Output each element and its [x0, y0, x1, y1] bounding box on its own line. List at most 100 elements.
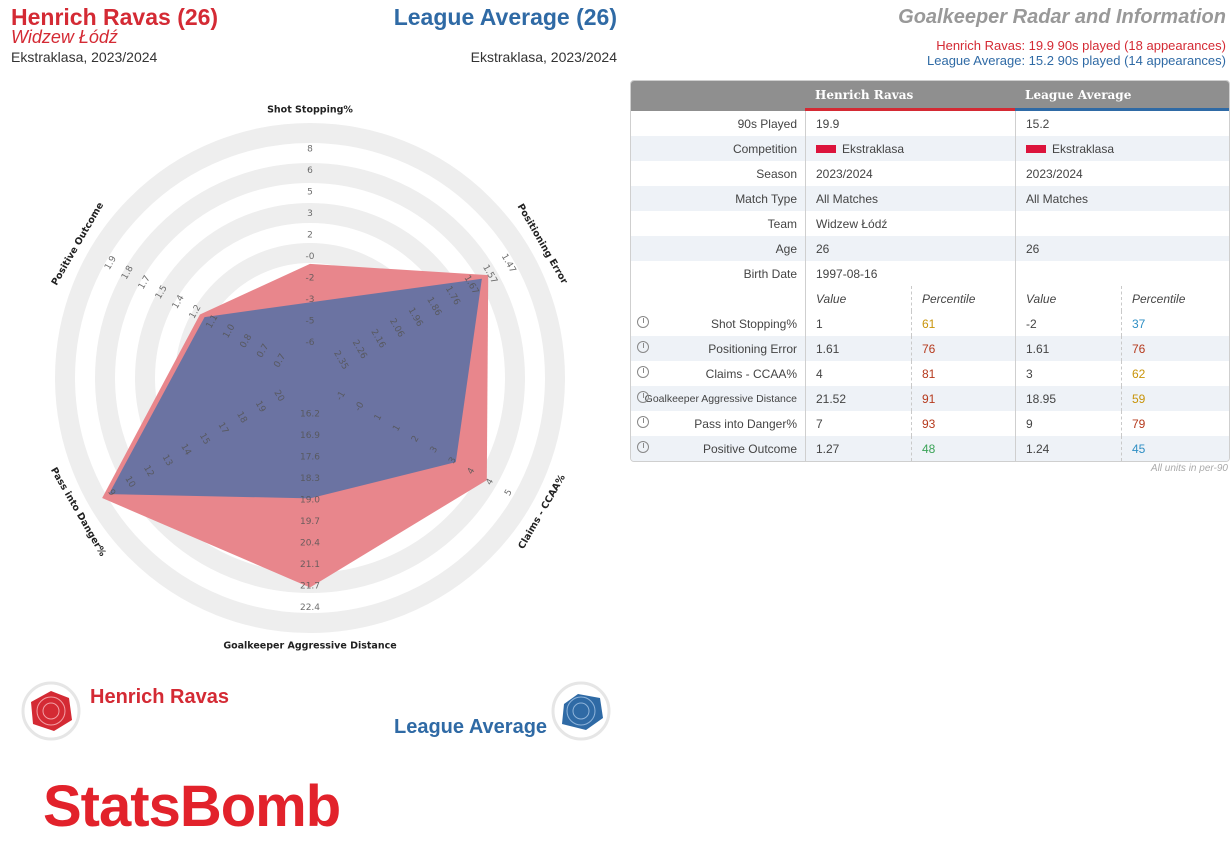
info-player-value: 19.9: [805, 111, 1015, 136]
metric-average-cell: 9 79: [1015, 411, 1229, 436]
metric-label: Positive Outcome: [631, 436, 805, 461]
info-average-value: 15.2: [1015, 111, 1229, 136]
metric-row: Claims - CCAA% 4 81 3 62: [631, 361, 1229, 386]
info-player-value: All Matches: [805, 186, 1015, 211]
radar-tick-label: 8: [307, 144, 313, 154]
player-title: Henrich Ravas (26): [11, 4, 219, 30]
metric-average-cell: 3 62: [1015, 361, 1229, 386]
radar-tick-label: 21.1: [300, 560, 320, 570]
metric-icon: [637, 366, 649, 378]
radar-tick-label: 17: [216, 421, 230, 436]
radar-tick-label: -3: [306, 295, 315, 305]
info-player-value: Ekstraklasa: [805, 136, 1015, 161]
info-player-value: Widzew Łódź: [805, 211, 1015, 236]
info-average-value: Ekstraklasa: [1015, 136, 1229, 161]
sub-percentile-average: Percentile: [1121, 286, 1216, 311]
table-subheader: Value Percentile Value Percentile: [631, 286, 1229, 311]
metric-icon: [637, 391, 649, 403]
info-label: Age: [775, 241, 797, 256]
player-played-info: Henrich Ravas: 19.9 90s played (18 appea…: [936, 38, 1226, 53]
player-legend-icon: [21, 681, 81, 741]
info-row: Team Widzew Łódź: [631, 211, 1229, 236]
info-player-value: 2023/2024: [805, 161, 1015, 186]
radar-tick-label: 20.4: [300, 538, 320, 548]
radar-ring: [55, 123, 565, 633]
info-table: Henrich Ravas League Average 90s Played 1…: [630, 80, 1230, 462]
metric-average-cell: 1.61 76: [1015, 336, 1229, 361]
sub-percentile-player: Percentile: [911, 286, 1006, 311]
info-label: Season: [756, 166, 797, 181]
radar-tick-label: 16.9: [300, 431, 320, 441]
metric-player-cell: 21.52 91: [805, 386, 1015, 411]
metric-icon: [637, 341, 649, 353]
metric-player-cell: 1.27 48: [805, 436, 1015, 461]
info-label: Match Type: [735, 191, 797, 206]
radar-tick-label: -0: [306, 252, 315, 262]
info-average-value: 26: [1015, 236, 1229, 261]
metric-row: Goalkeeper Aggressive Distance 21.52 91 18.…: [631, 386, 1229, 411]
metric-row: Positioning Error 1.61 76 1.61 76: [631, 336, 1229, 361]
radar-tick-label: 3: [307, 209, 313, 219]
info-row: Competition Ekstraklasa Ekstraklasa: [631, 136, 1229, 161]
radar-tick-label: 21.7: [300, 581, 320, 591]
radar-tick-label: 3: [429, 445, 441, 455]
metric-label: Claims - CCAA%: [631, 361, 805, 386]
info-row: Age 26 26: [631, 236, 1229, 261]
radar-tick-label: 3: [447, 456, 459, 466]
radar-tick-label: 16.2: [300, 409, 320, 419]
info-row: Match Type All Matches All Matches: [631, 186, 1229, 211]
average-played-info: League Average: 15.2 90s played (14 appe…: [927, 53, 1226, 68]
metric-label: Positioning Error: [631, 336, 805, 361]
metric-icon: [637, 316, 649, 328]
radar-tick-label: -5: [306, 316, 315, 326]
info-average-value: [1015, 211, 1229, 236]
radar-tick-label: 19.7: [300, 517, 320, 527]
statsbomb-logo: StatsBomb: [43, 774, 341, 839]
player-competition: Ekstraklasa, 2023/2024: [11, 49, 158, 65]
metric-icon: [637, 441, 649, 453]
radar-axis-label: Goalkeeper Aggressive Distance: [223, 641, 396, 652]
metric-player-cell: 1 61: [805, 311, 1015, 336]
average-legend-icon: [551, 681, 611, 741]
info-average-value: All Matches: [1015, 186, 1229, 211]
poland-flag-icon: [816, 144, 836, 153]
radar-tick-label: 1: [373, 413, 385, 423]
metric-average-cell: 1.24 45: [1015, 436, 1229, 461]
metric-average-cell: 18.95 59: [1015, 386, 1229, 411]
table-header: Henrich Ravas League Average: [631, 81, 1229, 111]
metric-row: Pass into Danger% 7 93 9 79: [631, 411, 1229, 436]
legend-player-label: Henrich Ravas: [90, 686, 229, 708]
radar-tick-label: 13: [160, 453, 174, 468]
radar-tick-label: -1: [335, 390, 348, 403]
metric-row: Positive Outcome 1.27 48 1.24 45: [631, 436, 1229, 461]
radar-tick-label: 2: [307, 230, 313, 240]
average-title: League Average (26): [393, 4, 617, 30]
radar-title: Goalkeeper Radar and Information: [898, 6, 1226, 28]
radar-tick-label: 19.0: [300, 495, 320, 505]
metric-label: Goalkeeper Aggressive Distance: [631, 386, 805, 411]
info-label: 90s Played: [737, 116, 797, 131]
metric-row: Shot Stopping% 1 61 -2 37: [631, 311, 1229, 336]
radar-tick-label: 18.3: [300, 474, 320, 484]
radar-tick-label: 4: [466, 466, 478, 476]
radar-tick-label: -6: [306, 338, 315, 348]
info-player-value: 26: [805, 236, 1015, 261]
metric-label: Shot Stopping%: [631, 311, 805, 336]
sub-value-player: Value: [816, 291, 847, 306]
radar-tick-label: 9: [105, 488, 117, 498]
radar-tick-label: -2: [306, 273, 315, 283]
poland-flag-icon: [1026, 144, 1046, 153]
info-row: Season 2023/2024 2023/2024: [631, 161, 1229, 186]
radar-tick-label: 5: [503, 488, 515, 498]
radar-tick-label: 22.4: [300, 603, 320, 613]
player-club: Widzew Łódź: [11, 27, 118, 47]
metric-player-cell: 7 93: [805, 411, 1015, 436]
average-competition: Ekstraklasa, 2023/2024: [470, 49, 617, 65]
info-label: Birth Date: [743, 266, 797, 281]
metric-player-cell: 1.61 76: [805, 336, 1015, 361]
info-label: Team: [767, 216, 797, 231]
radar-tick-label: 6: [307, 166, 313, 176]
radar-tick-label: 15: [197, 432, 211, 447]
metric-label: Pass into Danger%: [631, 411, 805, 436]
